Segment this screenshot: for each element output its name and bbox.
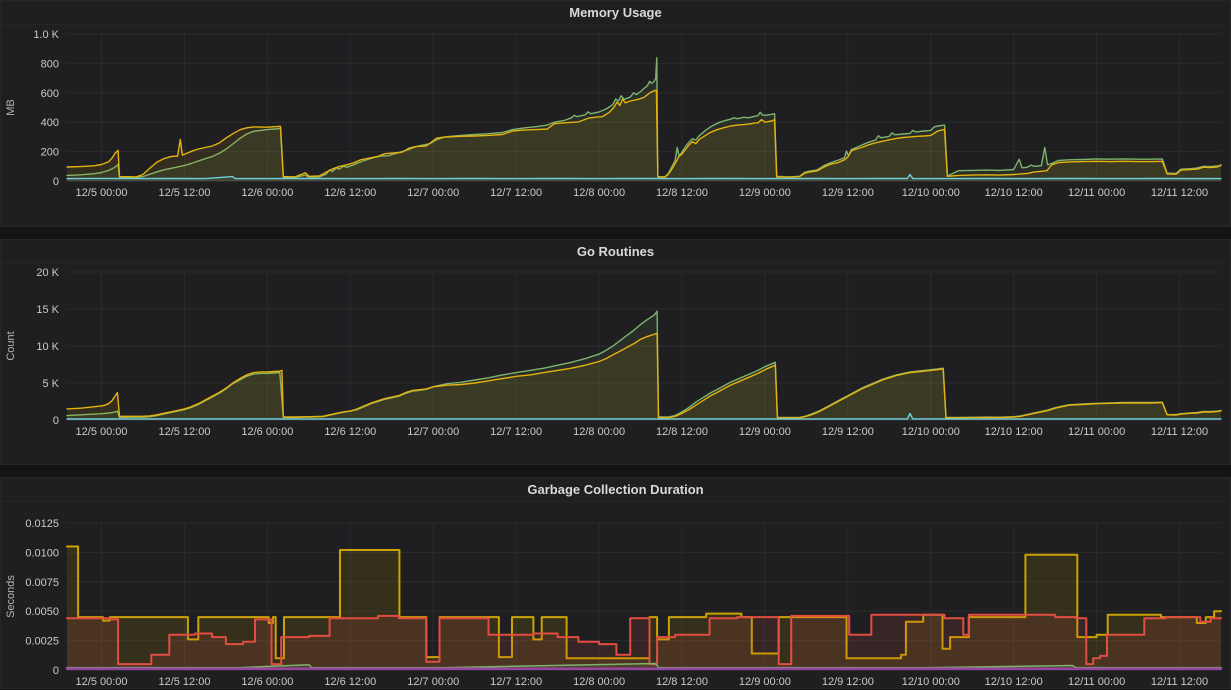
panel-title-go-routines[interactable]: Go Routines — [576, 244, 655, 259]
y-tick-label: 10 K — [36, 341, 59, 353]
panel-title-memory-usage[interactable]: Memory Usage — [569, 5, 662, 20]
panel-gc-duration: Garbage Collection Duration 0 0.0025 0.005… — [0, 477, 1231, 689]
x-tick-label: 12/8 00:00 — [573, 187, 625, 199]
x-tick-label: 12/6 00:00 — [241, 187, 293, 199]
x-tick-label: 12/7 00:00 — [407, 187, 459, 199]
y-tick-label: 0.0075 — [25, 577, 59, 589]
x-tick-label: 12/7 12:00 — [490, 187, 542, 199]
series-area — [67, 614, 1221, 670]
x-tick-label: 12/6 12:00 — [324, 187, 376, 199]
x-tick-label: 12/11 12:00 — [1151, 676, 1208, 688]
y-tick-label: 400 — [41, 117, 59, 129]
gc-duration-plot[interactable]: 0 0.0025 0.0050 0.0075 0.0100 0.0125 12/5 00:0… — [1, 502, 1231, 690]
y-tick-label: 800 — [41, 58, 59, 70]
x-tick-label: 12/9 12:00 — [822, 676, 874, 688]
x-tick-label: 12/6 00:00 — [241, 676, 293, 688]
series-area — [67, 174, 1221, 181]
x-tick-label: 12/5 12:00 — [158, 426, 210, 438]
x-tick-label: 12/8 12:00 — [656, 676, 708, 688]
go-routines-plot[interactable]: 0 5 K 10 K 15 K 20 K 12/5 00:00 12/5 12:00 12/6… — [1, 264, 1231, 467]
memory-usage-plot[interactable]: 0 200 400 600 800 1.0 K 12/5 00:00 12/5 12:00 12… — [1, 25, 1231, 229]
x-tick-label: 12/6 12:00 — [324, 676, 376, 688]
series-line — [66, 412, 1222, 420]
y-axis-unit-label: MB — [5, 99, 17, 116]
x-tick-label: 12/11 12:00 — [1151, 426, 1208, 438]
x-tick-label: 12/8 12:00 — [656, 187, 708, 199]
series-line — [66, 662, 1222, 669]
x-tick-label: 12/5 00:00 — [76, 187, 128, 199]
series-line — [66, 173, 1222, 180]
x-tick-label: 12/11 12:00 — [1151, 187, 1208, 199]
x-tick-label: 12/5 12:00 — [158, 187, 210, 199]
x-tick-label: 12/9 12:00 — [822, 426, 874, 438]
y-tick-label: 600 — [41, 88, 59, 100]
y-tick-label: 200 — [41, 147, 59, 159]
x-tick-label: 12/5 00:00 — [76, 426, 128, 438]
y-tick-label: 0.0025 — [25, 636, 59, 648]
x-tick-label: 12/11 00:00 — [1068, 676, 1125, 688]
x-tick-label: 12/8 00:00 — [573, 426, 625, 438]
x-tick-label: 12/7 00:00 — [407, 426, 459, 438]
y-tick-label: 0.0125 — [25, 518, 59, 530]
x-tick-label: 12/6 00:00 — [241, 426, 293, 438]
x-tick-label: 12/9 00:00 — [739, 187, 791, 199]
series-line — [66, 545, 1222, 660]
x-tick-label: 12/10 12:00 — [985, 426, 1043, 438]
x-tick-label: 12/11 00:00 — [1068, 187, 1125, 199]
x-tick-label: 12/7 12:00 — [490, 426, 542, 438]
memory-usage-chart[interactable]: 0 200 400 600 800 1.0 K 12/5 00:00 12/5 12:00 12… — [1, 25, 1230, 229]
panel-header: Memory Usage — [1, 1, 1230, 25]
x-tick-label: 12/10 12:00 — [985, 187, 1043, 199]
y-tick-label: 0 — [53, 176, 59, 188]
panel-header: Garbage Collection Duration — [1, 478, 1230, 502]
x-tick-label: 12/10 00:00 — [902, 426, 960, 438]
x-tick-label: 12/8 00:00 — [573, 676, 625, 688]
y-tick-label: 20 K — [36, 267, 59, 279]
x-tick-label: 12/5 12:00 — [158, 676, 210, 688]
series-area — [67, 546, 1221, 670]
y-tick-label: 15 K — [36, 304, 59, 316]
panel-go-routines: Go Routines 0 5 K 10 K 15 K 20 K 12/5 00:00 12… — [0, 239, 1231, 465]
x-tick-label: 12/10 00:00 — [902, 676, 960, 688]
y-tick-label: 1.0 K — [33, 29, 59, 41]
gc-duration-chart[interactable]: 0 0.0025 0.0050 0.0075 0.0100 0.0125 12/5 00:0… — [1, 502, 1230, 690]
x-tick-label: 12/11 00:00 — [1068, 426, 1125, 438]
y-tick-label: 0.0100 — [25, 547, 59, 559]
x-tick-label: 12/9 00:00 — [739, 426, 791, 438]
x-tick-label: 12/8 12:00 — [656, 426, 708, 438]
x-tick-label: 12/7 00:00 — [407, 676, 459, 688]
go-routines-chart[interactable]: 0 5 K 10 K 15 K 20 K 12/5 00:00 12/5 12:00 12/6… — [1, 264, 1230, 467]
x-tick-label: 12/9 12:00 — [822, 187, 874, 199]
x-tick-label: 12/6 12:00 — [324, 426, 376, 438]
y-tick-label: 0 — [53, 415, 59, 427]
y-tick-label: 0 — [53, 665, 59, 677]
y-axis-unit-label: Seconds — [5, 575, 17, 618]
series-area — [67, 90, 1221, 181]
x-tick-label: 12/9 00:00 — [739, 676, 791, 688]
series-area — [67, 333, 1221, 420]
x-tick-label: 12/5 00:00 — [76, 676, 128, 688]
x-tick-label: 12/7 12:00 — [490, 676, 542, 688]
x-tick-label: 12/10 12:00 — [985, 676, 1043, 688]
series-line — [66, 332, 1222, 419]
panel-memory-usage: Memory Usage 0 200 400 600 800 1.0 K 12/5 00:0… — [0, 0, 1231, 227]
y-tick-label: 5 K — [42, 378, 59, 390]
panel-header: Go Routines — [1, 240, 1230, 264]
y-axis-unit-label: Count — [5, 331, 17, 360]
series-area — [67, 57, 1221, 181]
x-tick-label: 12/10 00:00 — [902, 187, 960, 199]
series-line — [66, 89, 1222, 178]
series-line — [66, 613, 1222, 666]
panel-title-gc-duration[interactable]: Garbage Collection Duration — [527, 482, 704, 497]
series-area — [67, 311, 1221, 420]
y-tick-label: 0.0050 — [25, 606, 59, 618]
